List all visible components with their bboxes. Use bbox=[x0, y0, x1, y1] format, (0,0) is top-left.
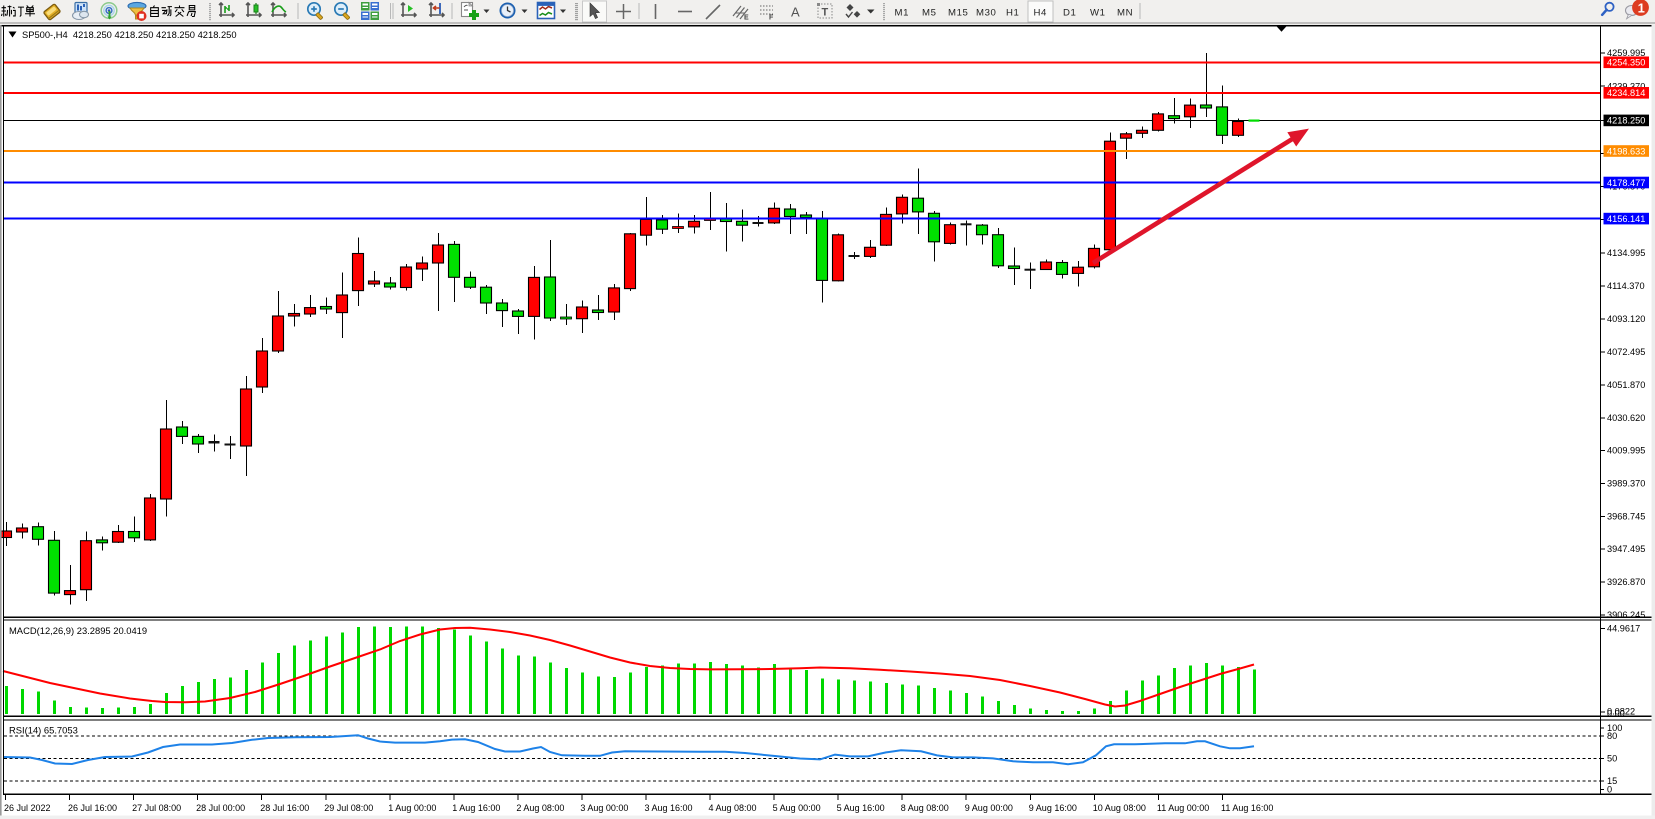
svg-text:RSI(14) 65.7053: RSI(14) 65.7053 bbox=[9, 725, 78, 736]
svg-text:A: A bbox=[791, 5, 800, 20]
svg-text:3 Aug 00:00: 3 Aug 00:00 bbox=[580, 803, 628, 813]
svg-text:1: 1 bbox=[1638, 0, 1645, 15]
svg-text:3906.245: 3906.245 bbox=[1607, 610, 1645, 620]
svg-text:3947.495: 3947.495 bbox=[1607, 544, 1645, 554]
svg-text:29 Jul 08:00: 29 Jul 08:00 bbox=[324, 803, 373, 813]
svg-text:28 Jul 00:00: 28 Jul 00:00 bbox=[196, 803, 245, 813]
svg-text:1 Aug 00:00: 1 Aug 00:00 bbox=[388, 803, 436, 813]
svg-text:10 Aug 08:00: 10 Aug 08:00 bbox=[1093, 803, 1146, 813]
svg-text:4093.120: 4093.120 bbox=[1607, 314, 1645, 324]
svg-text:5 Aug 00:00: 5 Aug 00:00 bbox=[773, 803, 821, 813]
svg-text:44.9617: 44.9617 bbox=[1607, 624, 1640, 634]
svg-text:4156.141: 4156.141 bbox=[1607, 214, 1645, 224]
svg-text:26 Jul 2022: 26 Jul 2022 bbox=[4, 803, 51, 813]
svg-text:9 Aug 00:00: 9 Aug 00:00 bbox=[965, 803, 1013, 813]
svg-text:3968.745: 3968.745 bbox=[1607, 512, 1645, 522]
svg-text:4 Aug 08:00: 4 Aug 08:00 bbox=[709, 803, 757, 813]
svg-text:E: E bbox=[744, 15, 749, 22]
svg-text:4178.477: 4178.477 bbox=[1607, 178, 1645, 188]
svg-text:D1: D1 bbox=[1063, 8, 1076, 19]
svg-text:1 Aug 16:00: 1 Aug 16:00 bbox=[452, 803, 500, 813]
svg-text:26 Jul 16:00: 26 Jul 16:00 bbox=[68, 803, 117, 813]
svg-text:4254.350: 4254.350 bbox=[1607, 58, 1645, 68]
svg-text:M30: M30 bbox=[976, 8, 996, 19]
svg-text:4009.995: 4009.995 bbox=[1607, 446, 1645, 456]
svg-text:H4: H4 bbox=[1034, 8, 1048, 19]
svg-text:100: 100 bbox=[1607, 723, 1622, 733]
svg-text:4234.814: 4234.814 bbox=[1607, 88, 1645, 98]
svg-text:9 Aug 16:00: 9 Aug 16:00 bbox=[1029, 803, 1077, 813]
svg-text:50: 50 bbox=[1607, 754, 1617, 764]
svg-text:27 Jul 08:00: 27 Jul 08:00 bbox=[132, 803, 181, 813]
svg-text:4259.995: 4259.995 bbox=[1607, 48, 1645, 58]
svg-text:M15: M15 bbox=[948, 8, 968, 19]
svg-text:4134.995: 4134.995 bbox=[1607, 248, 1645, 258]
svg-text:15: 15 bbox=[1607, 776, 1617, 786]
svg-text:W1: W1 bbox=[1090, 8, 1106, 19]
svg-text:SP500-,H4 4218.250 4218.250 4: SP500-,H4 4218.250 4218.250 4218.250 421… bbox=[22, 30, 237, 40]
svg-text:11 Aug 16:00: 11 Aug 16:00 bbox=[1221, 803, 1273, 813]
svg-text:T: T bbox=[822, 7, 829, 19]
svg-text:4114.370: 4114.370 bbox=[1607, 281, 1645, 291]
svg-text:H1: H1 bbox=[1006, 8, 1019, 19]
svg-text:8 Aug 08:00: 8 Aug 08:00 bbox=[901, 803, 949, 813]
svg-text:4072.495: 4072.495 bbox=[1607, 347, 1645, 357]
svg-text:0.0822: 0.0822 bbox=[1607, 707, 1635, 717]
svg-text:3989.370: 3989.370 bbox=[1607, 479, 1645, 489]
svg-text:4239.370: 4239.370 bbox=[1607, 81, 1645, 91]
svg-text:3 Aug 16:00: 3 Aug 16:00 bbox=[645, 803, 693, 813]
svg-text:80: 80 bbox=[1607, 731, 1617, 741]
svg-text:11 Aug 00:00: 11 Aug 00:00 bbox=[1157, 803, 1209, 813]
svg-text:M5: M5 bbox=[922, 8, 937, 19]
svg-text:5 Aug 16:00: 5 Aug 16:00 bbox=[837, 803, 885, 813]
svg-text:MACD(12,26,9) 23.2895 20.0419: MACD(12,26,9) 23.2895 20.0419 bbox=[9, 625, 147, 636]
svg-text:0.00: 0.00 bbox=[1607, 709, 1625, 719]
svg-text:0: 0 bbox=[1607, 785, 1612, 795]
svg-text:28 Jul 16:00: 28 Jul 16:00 bbox=[260, 803, 309, 813]
svg-text:M1: M1 bbox=[895, 8, 910, 19]
svg-text:4051.870: 4051.870 bbox=[1607, 380, 1645, 390]
svg-text:F: F bbox=[769, 15, 774, 22]
svg-text:4218.250: 4218.250 bbox=[1607, 116, 1645, 126]
svg-text:2 Aug 08:00: 2 Aug 08:00 bbox=[516, 803, 564, 813]
svg-text:3926.870: 3926.870 bbox=[1607, 577, 1645, 587]
svg-text:4198.633: 4198.633 bbox=[1607, 146, 1645, 156]
svg-text:4030.620: 4030.620 bbox=[1607, 413, 1645, 423]
svg-text:MN: MN bbox=[1117, 8, 1133, 19]
